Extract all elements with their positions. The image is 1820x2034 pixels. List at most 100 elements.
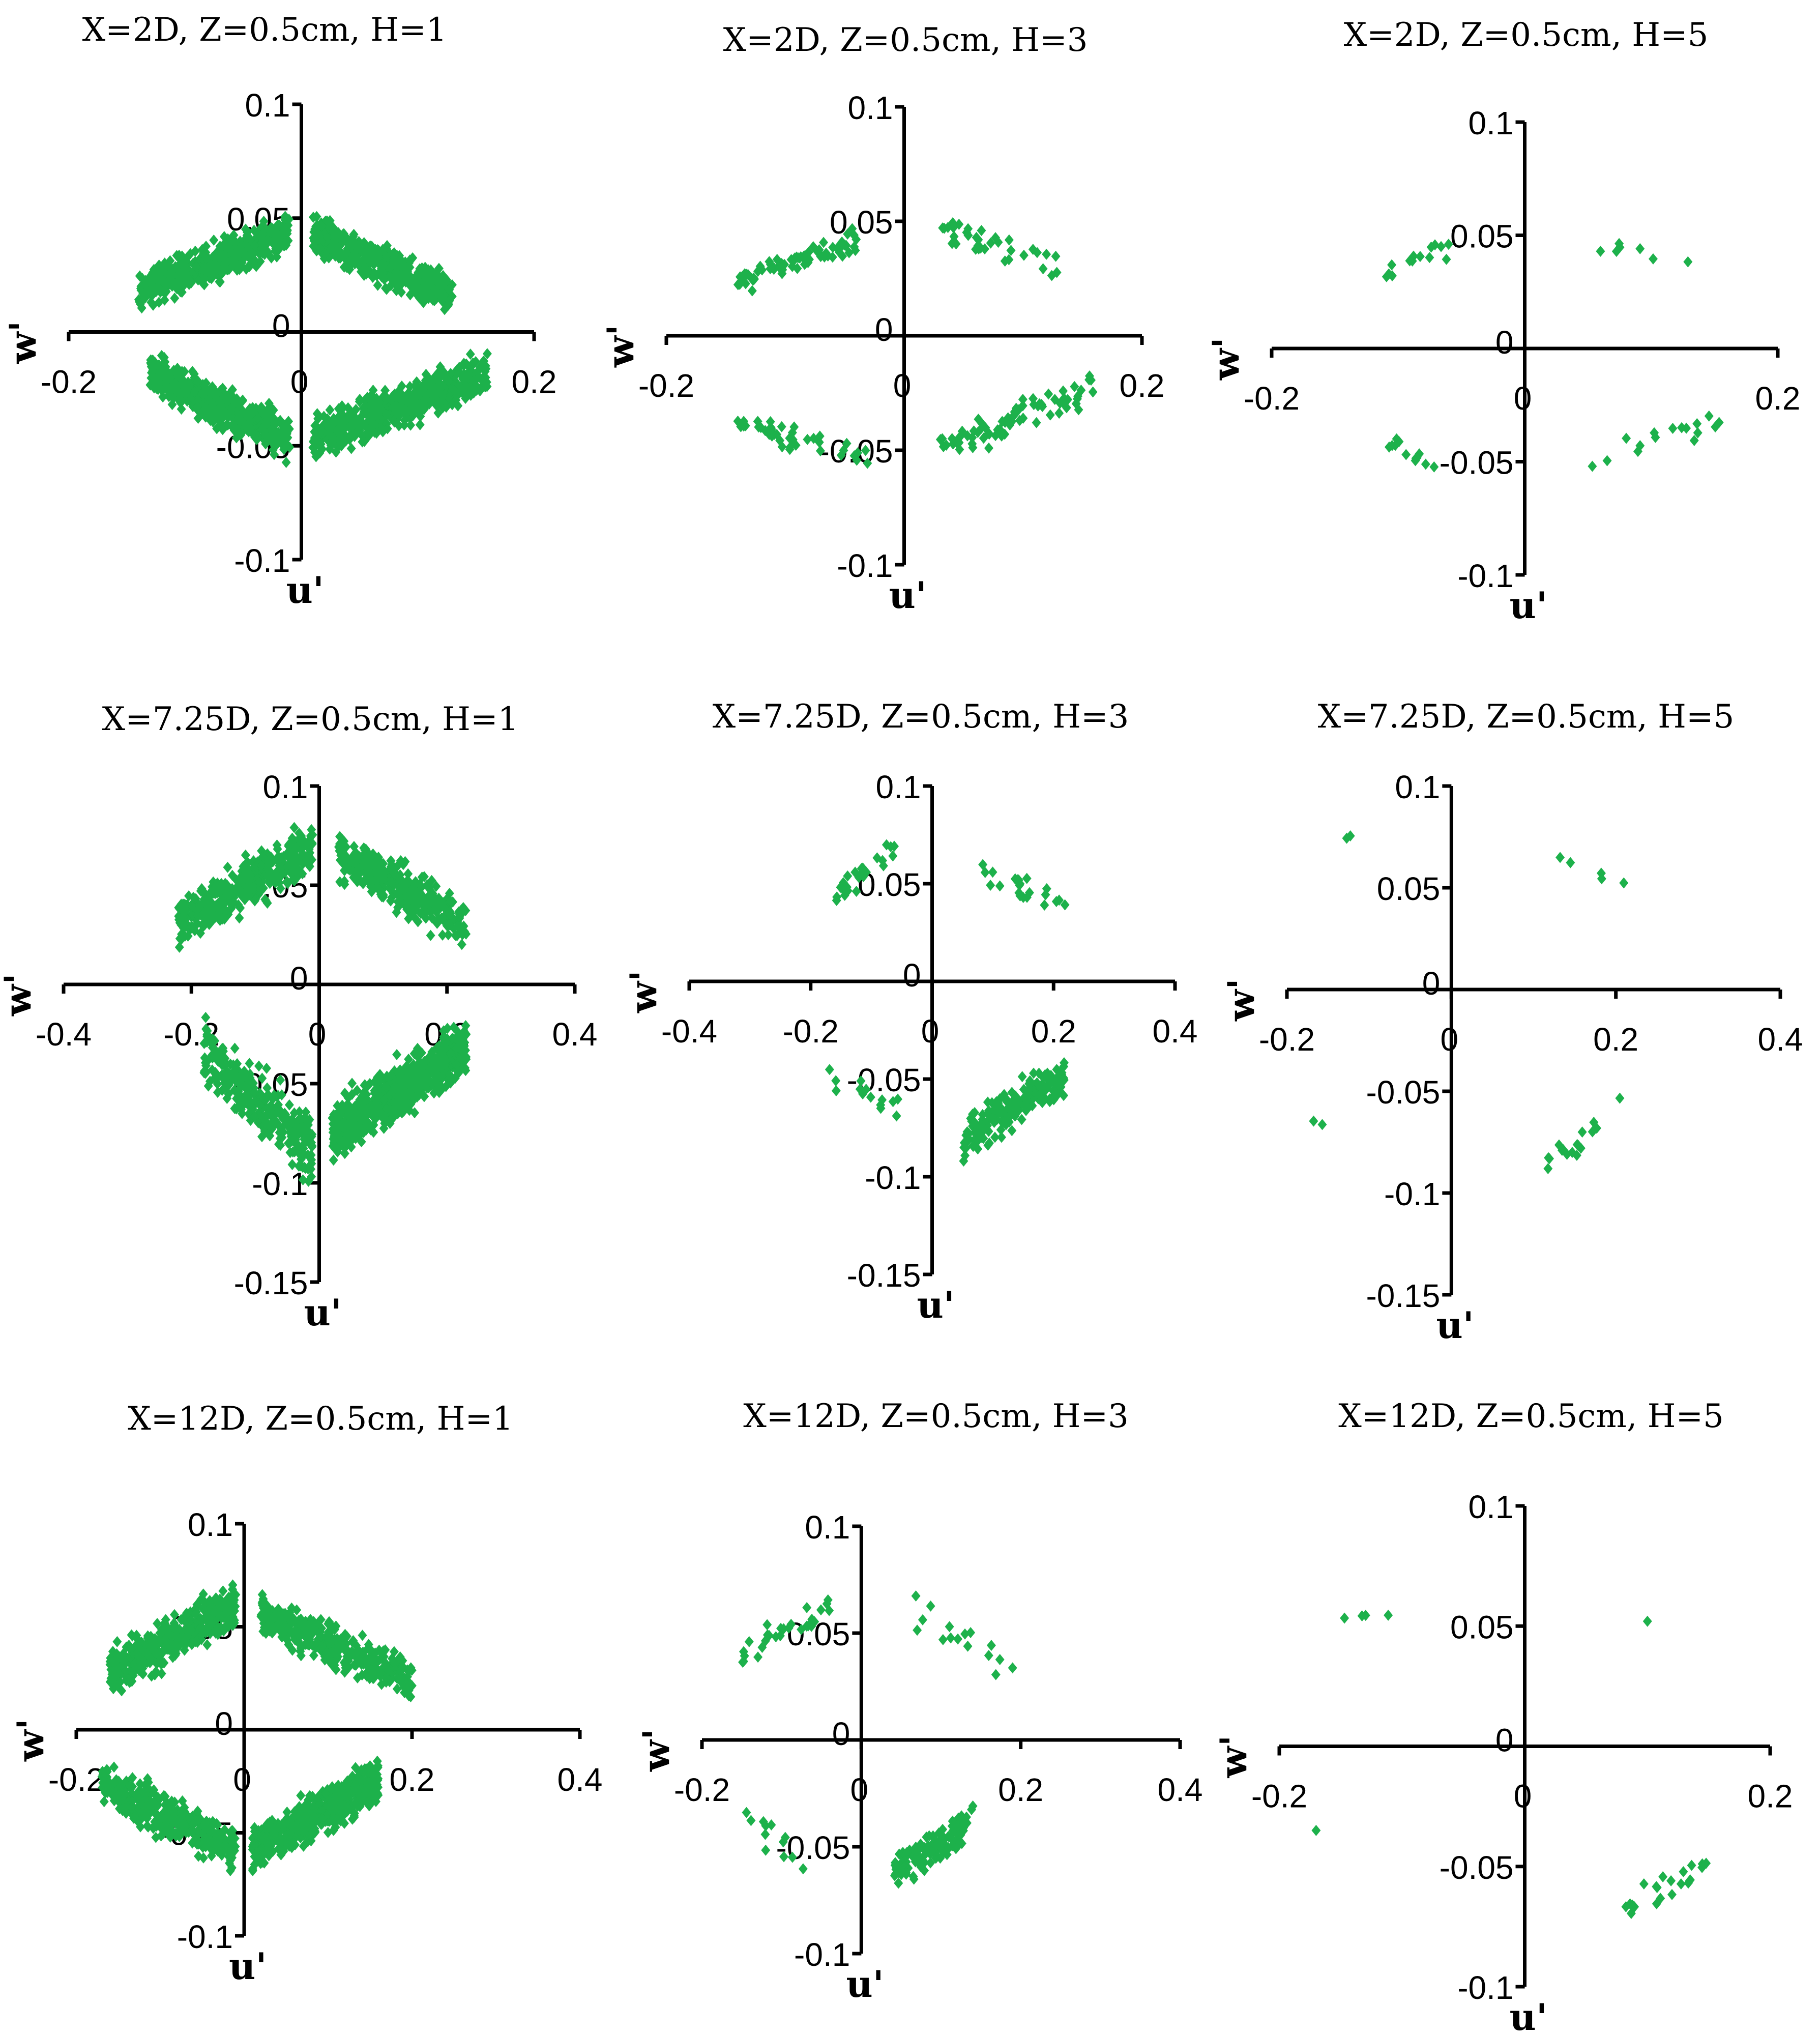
scatter-point — [1426, 241, 1436, 253]
x-axis-label: u' — [889, 573, 927, 617]
scatter-point — [268, 228, 278, 240]
scatter-point — [1588, 460, 1597, 472]
scatter-point — [861, 445, 870, 456]
scatter-points — [134, 211, 492, 468]
scatter-point — [153, 282, 163, 294]
x-tick-label: 0.2 — [390, 1761, 435, 1798]
scatter-panel-7: X=12D, Z=0.5cm, H=1-0.200.20.40.10.050-0… — [9, 1400, 602, 1988]
scatter-panel-1: X=2D, Z=0.5cm, H=1-0.2 0 0.20.10.050-0.05-… — [1, 11, 556, 612]
scatter-points — [733, 217, 1098, 469]
scatter-point — [380, 282, 390, 294]
x-tick-label: -0.4 — [36, 1016, 92, 1053]
scatter-point — [1425, 252, 1434, 264]
scatter-point — [435, 371, 445, 383]
scatter-point — [343, 863, 353, 875]
scatter-point — [319, 411, 329, 422]
scatter-point — [213, 411, 222, 423]
scatter-point — [260, 893, 270, 905]
scatter-point — [203, 902, 213, 913]
scatter-point — [295, 827, 304, 839]
scatter-point — [405, 254, 415, 266]
scatter-panel-3: X=2D, Z=0.5cm, H=5-0.2 0 0.20.10.050-0.05-… — [1204, 16, 1800, 627]
scatter-point — [415, 419, 425, 430]
scatter-point — [220, 913, 229, 925]
scatter-point — [187, 921, 196, 933]
scatter-point — [284, 839, 293, 851]
scatter-point — [733, 415, 743, 427]
scatter-point — [349, 857, 359, 868]
scatter-point — [311, 433, 321, 445]
scatter-point — [455, 910, 464, 922]
scatter-point — [431, 881, 441, 892]
scatter-point — [831, 1085, 841, 1096]
x-tick-label: -0.2 — [783, 1013, 839, 1050]
scatter-point — [376, 409, 386, 420]
scatter-point — [146, 297, 156, 308]
scatter-point — [753, 416, 762, 427]
scatter-point — [209, 235, 219, 246]
scatter-point — [144, 272, 154, 284]
scatter-point — [1032, 417, 1041, 428]
scatter-point — [757, 264, 767, 276]
scatter-point — [814, 437, 824, 448]
x-axis-label: u' — [1510, 584, 1547, 627]
scatter-point — [372, 427, 381, 439]
scatter-point — [1019, 249, 1029, 261]
scatter-point — [281, 212, 290, 224]
scatter-point — [765, 256, 774, 268]
scatter-point — [791, 440, 801, 451]
scatter-panel-2: X=2D, Z=0.5cm, H=3-0.200.20.10.050-0.05-… — [599, 21, 1164, 617]
scatter-point — [193, 401, 202, 413]
y-axis-label: w' — [1219, 978, 1263, 1022]
scatter-point — [202, 261, 212, 273]
scatter-point — [325, 215, 335, 226]
scatter-point — [289, 862, 299, 874]
scatter-point — [389, 247, 399, 259]
scatter-point — [317, 425, 327, 437]
scatter-point — [350, 417, 360, 429]
scatter-point — [211, 888, 220, 899]
scatter-point — [323, 426, 333, 438]
scatter-point — [251, 861, 261, 873]
scatter-panel-6: X=7.25D, Z=0.5cm, H=5-0.2 0 0.2 0.40.10.050… — [1219, 698, 1803, 1347]
y-tick-label: -0.1 — [1384, 1176, 1440, 1212]
scatter-point — [346, 443, 356, 454]
scatter-point — [478, 375, 487, 387]
scatter-point — [270, 441, 280, 452]
scatter-point — [362, 422, 372, 434]
x-tick-label: 0.2 — [1120, 367, 1165, 404]
scatter-point — [466, 385, 476, 396]
scatter-point — [482, 348, 492, 360]
scatter-point — [219, 231, 229, 243]
scatter-point — [394, 385, 404, 397]
scatter-point — [392, 907, 401, 918]
scatter-point — [482, 381, 492, 392]
scatter-point — [742, 269, 751, 280]
scatter-point — [174, 941, 184, 953]
scatter-point — [988, 866, 997, 878]
scatter-point — [976, 242, 985, 254]
scatter-point — [357, 429, 366, 441]
scatter-point — [435, 378, 445, 390]
scatter-point — [460, 373, 470, 385]
scatter-point — [852, 454, 862, 466]
scatter-point — [225, 884, 234, 896]
scatter-point — [112, 1636, 122, 1647]
scatter-point — [369, 267, 379, 279]
scatter-point — [459, 358, 468, 369]
scatter-point — [180, 366, 189, 377]
x-axis-label: u' — [917, 1283, 955, 1326]
scatter-point — [201, 411, 211, 423]
scatter-point — [136, 280, 146, 292]
scatter-point — [334, 227, 343, 239]
scatter-point — [747, 285, 757, 297]
scatter-point — [137, 302, 146, 314]
scatter-point — [419, 871, 429, 883]
scatter-point — [211, 259, 221, 271]
scatter-point — [245, 260, 254, 272]
scatter-point — [233, 414, 243, 425]
scatter-point — [332, 425, 341, 437]
scatter-point — [1040, 899, 1049, 911]
scatter-panel-4: X=7.25D, Z=0.5cm, H=1-0.4 -0.2 0 0.2 0.40.10… — [0, 701, 597, 1334]
scatter-point — [266, 408, 276, 420]
